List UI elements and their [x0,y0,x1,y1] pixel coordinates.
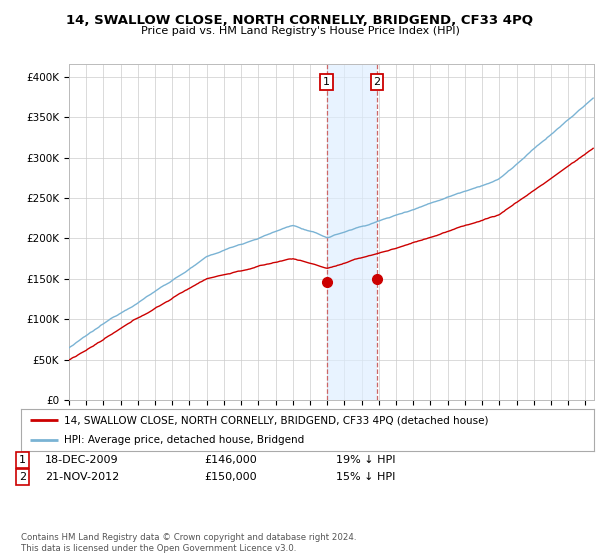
Text: Price paid vs. HM Land Registry's House Price Index (HPI): Price paid vs. HM Land Registry's House … [140,26,460,36]
Text: 14, SWALLOW CLOSE, NORTH CORNELLY, BRIDGEND, CF33 4PQ: 14, SWALLOW CLOSE, NORTH CORNELLY, BRIDG… [67,14,533,27]
Text: 14, SWALLOW CLOSE, NORTH CORNELLY, BRIDGEND, CF33 4PQ (detached house): 14, SWALLOW CLOSE, NORTH CORNELLY, BRIDG… [64,415,488,425]
Text: 2: 2 [19,472,26,482]
Text: £146,000: £146,000 [204,455,257,465]
Text: £150,000: £150,000 [204,472,257,482]
Text: 1: 1 [19,455,26,465]
Text: HPI: Average price, detached house, Bridgend: HPI: Average price, detached house, Brid… [64,435,304,445]
Text: 19% ↓ HPI: 19% ↓ HPI [336,455,395,465]
Text: 18-DEC-2009: 18-DEC-2009 [45,455,119,465]
Text: 2: 2 [374,77,380,87]
Text: 1: 1 [323,77,330,87]
Text: 15% ↓ HPI: 15% ↓ HPI [336,472,395,482]
Text: 21-NOV-2012: 21-NOV-2012 [45,472,119,482]
Bar [326,64,377,400]
Text: Contains HM Land Registry data © Crown copyright and database right 2024.
This d: Contains HM Land Registry data © Crown c… [21,533,356,553]
